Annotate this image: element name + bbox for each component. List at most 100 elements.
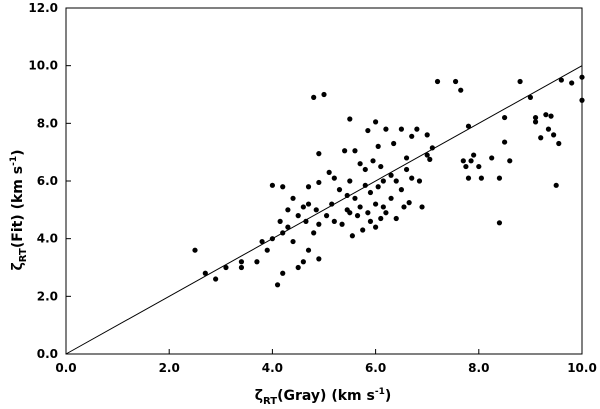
data-point [458, 87, 464, 93]
data-point [502, 139, 508, 145]
data-point [311, 230, 317, 236]
data-point [553, 182, 559, 188]
data-point [269, 236, 275, 242]
x-axis-title-text: (Gray) (km s [277, 388, 375, 404]
y-axis-title-superscript: -1 [9, 156, 19, 166]
reference-line-layer [65, 65, 583, 355]
data-point [398, 126, 404, 132]
y-axis-title: ζRT(Fit) (km s-1) [9, 150, 29, 271]
data-point [274, 282, 281, 288]
data-point [277, 218, 283, 224]
data-point [316, 179, 322, 186]
data-point [280, 184, 286, 190]
data-point [373, 201, 379, 207]
data-point [290, 238, 296, 245]
data-point [360, 227, 366, 233]
y-tick-label: 2.0 [37, 289, 58, 303]
y-axis-title-symbol: ζ [10, 262, 26, 270]
data-point [295, 264, 301, 271]
data-point [344, 192, 350, 199]
data-point [401, 204, 407, 210]
data-point [388, 195, 394, 201]
data-point [465, 175, 472, 181]
data-point [354, 213, 361, 219]
x-axis-title: ζRT(Gray) (km s-1) [255, 387, 391, 407]
data-point [365, 210, 371, 216]
y-tick-label: 6.0 [37, 174, 58, 188]
x-tick-label: 10.0 [567, 361, 597, 375]
data-point [460, 158, 466, 164]
x-axis-title-close: ) [385, 388, 391, 404]
data-point [380, 204, 386, 210]
x-axis-ticks: 0.0 2.0 4.0 6.0 8.0 10.0 [55, 349, 597, 375]
data-point [409, 175, 415, 181]
data-point [352, 195, 358, 201]
data-point [316, 151, 322, 157]
data-point [468, 158, 474, 164]
data-point [290, 195, 296, 201]
data-point [507, 158, 513, 164]
data-point [463, 163, 469, 170]
data-point [478, 175, 484, 181]
data-point [238, 264, 245, 271]
data-point [569, 80, 575, 86]
data-point [378, 163, 384, 170]
data-point [280, 230, 286, 236]
data-point [383, 126, 389, 132]
plot-frame [65, 7, 583, 355]
data-point [403, 155, 410, 161]
data-point [367, 189, 374, 196]
y-tick-label: 0.0 [37, 347, 58, 361]
data-point [517, 78, 523, 85]
x-tick-label: 6.0 [365, 361, 386, 375]
data-point [336, 187, 343, 193]
data-point [305, 184, 312, 190]
data-point [365, 127, 371, 134]
data-point [406, 200, 412, 206]
data-point [383, 210, 389, 216]
data-point [339, 221, 345, 227]
data-point [331, 218, 337, 224]
data-point [259, 238, 265, 245]
data-point [303, 218, 309, 224]
data-point [285, 207, 291, 213]
data-point [465, 123, 472, 129]
data-points [192, 74, 585, 288]
data-point [419, 204, 425, 210]
data-point [213, 276, 219, 282]
data-point [316, 256, 322, 262]
data-point [323, 213, 330, 219]
data-point [527, 94, 534, 100]
x-axis-title-symbol: ζ [255, 388, 263, 404]
data-point [347, 178, 353, 184]
data-point [357, 204, 363, 210]
data-point [551, 132, 557, 138]
data-point [342, 148, 348, 154]
data-point [380, 178, 386, 184]
data-point [476, 163, 482, 170]
data-point [305, 247, 312, 253]
data-point [331, 175, 337, 181]
data-point [285, 224, 291, 230]
data-point [558, 77, 564, 83]
data-point [556, 140, 562, 147]
data-point [316, 221, 322, 227]
data-point [367, 218, 374, 224]
data-point [375, 143, 381, 149]
x-axis-title-subscript: RT [263, 396, 277, 407]
data-point [362, 182, 368, 188]
data-point [496, 220, 503, 226]
data-point [471, 152, 477, 158]
data-point [373, 224, 379, 230]
data-point [362, 166, 368, 173]
data-point [375, 184, 381, 190]
data-point [429, 145, 435, 151]
data-point [321, 91, 327, 98]
y-tick-label: 12.0 [28, 1, 58, 15]
data-point [311, 94, 317, 100]
data-point [192, 247, 198, 253]
data-point [424, 152, 430, 158]
data-point [538, 135, 544, 141]
data-point [370, 158, 376, 164]
